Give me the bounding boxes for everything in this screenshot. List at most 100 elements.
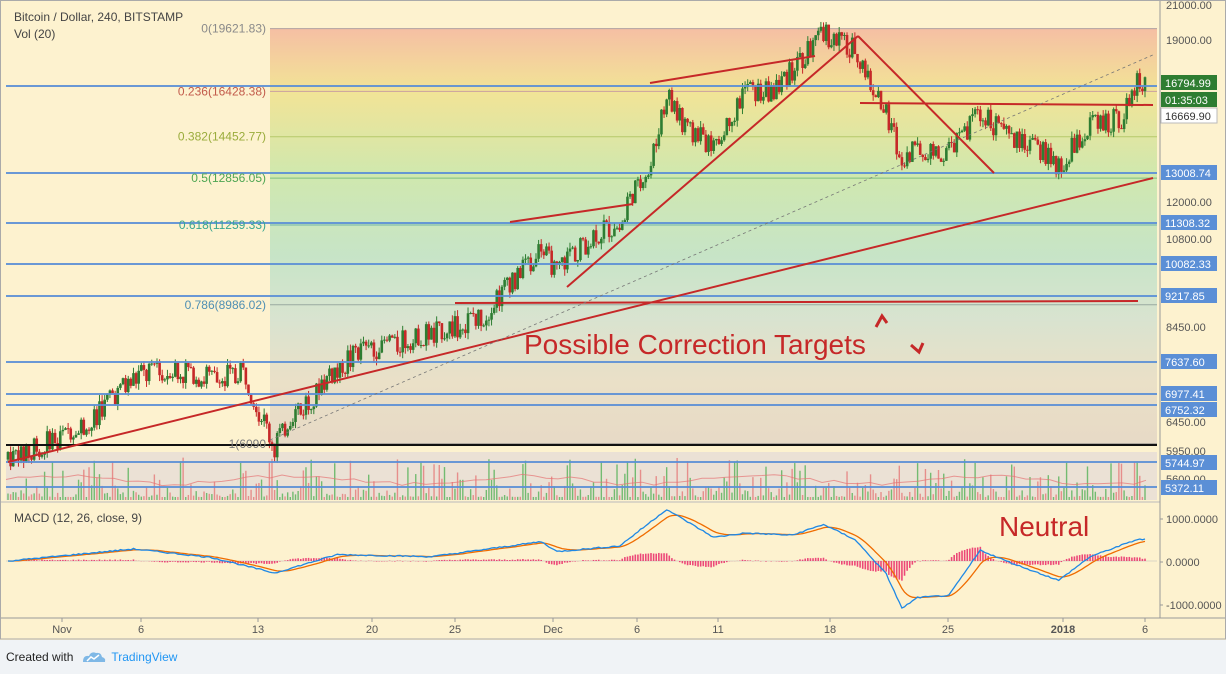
candle-body bbox=[482, 325, 486, 327]
candle-body bbox=[571, 247, 574, 249]
candle-body bbox=[228, 364, 232, 369]
candle-body bbox=[401, 330, 404, 353]
tradingview-brand-link[interactable]: TradingView bbox=[111, 650, 178, 664]
candle-body bbox=[600, 238, 603, 244]
candle-body bbox=[163, 379, 167, 381]
candle-body bbox=[508, 277, 512, 293]
candle-body bbox=[1086, 135, 1089, 140]
price-tick-label: 21000.00 bbox=[1166, 0, 1212, 12]
candle-body bbox=[385, 339, 389, 341]
candle-body bbox=[555, 261, 559, 265]
candle-body bbox=[124, 378, 127, 393]
candle-body bbox=[856, 53, 859, 63]
candle-body bbox=[683, 118, 687, 133]
candle-body bbox=[547, 246, 551, 251]
candle-body bbox=[942, 160, 946, 162]
volume-indicator-label: Vol (20) bbox=[14, 27, 55, 41]
candle-body bbox=[419, 345, 423, 347]
candle-body bbox=[440, 323, 444, 340]
candle-body bbox=[814, 35, 817, 41]
candle-body bbox=[1135, 73, 1139, 96]
candle-body bbox=[532, 266, 535, 272]
candle-body bbox=[691, 122, 695, 143]
candle-body bbox=[503, 279, 506, 287]
candle-body bbox=[735, 98, 739, 121]
candle-body bbox=[581, 238, 585, 240]
candle-body bbox=[317, 383, 321, 395]
candle-body bbox=[200, 381, 203, 387]
candle-body bbox=[524, 258, 527, 260]
candle-body bbox=[103, 399, 107, 417]
price-label: 5372.11 bbox=[1165, 483, 1204, 495]
candle-body bbox=[594, 230, 598, 242]
candle-body bbox=[673, 101, 676, 112]
candle-body bbox=[911, 141, 914, 162]
candle-body bbox=[644, 176, 648, 183]
candle-body bbox=[192, 367, 195, 384]
candle-body bbox=[741, 88, 744, 109]
candle-body bbox=[631, 193, 634, 204]
candle-body bbox=[733, 120, 736, 122]
candle-body bbox=[362, 341, 365, 344]
price-label: 01:35:03 bbox=[1165, 95, 1208, 107]
candle-body bbox=[490, 313, 493, 320]
candle-body bbox=[461, 329, 465, 331]
candle-body bbox=[516, 267, 519, 290]
candle-body bbox=[1094, 114, 1097, 116]
candle-body bbox=[443, 338, 446, 340]
candle-body bbox=[607, 222, 611, 237]
candle-body bbox=[296, 403, 300, 410]
candle-body bbox=[247, 384, 250, 395]
price-label-box bbox=[1161, 92, 1217, 107]
candle-body bbox=[288, 425, 292, 430]
fib-level-label: 0.382(14452.77) bbox=[178, 130, 266, 144]
candle-body bbox=[615, 227, 619, 229]
volume-ma-line bbox=[5, 473, 1147, 487]
candle-body bbox=[241, 362, 245, 368]
candle-body bbox=[641, 182, 645, 189]
candle-body bbox=[160, 375, 164, 381]
candle-body bbox=[879, 90, 883, 110]
candle-body bbox=[283, 423, 287, 436]
candle-body bbox=[166, 375, 169, 380]
candle-body bbox=[793, 70, 797, 81]
candle-body bbox=[751, 82, 755, 87]
tradingview-logo-icon[interactable] bbox=[81, 649, 107, 665]
candle-body bbox=[354, 345, 357, 348]
candle-body bbox=[487, 319, 491, 321]
candle-body bbox=[918, 143, 922, 155]
candle-body bbox=[840, 32, 844, 36]
candle-body bbox=[74, 434, 78, 438]
candle-body bbox=[343, 372, 347, 374]
candle-body bbox=[338, 362, 342, 378]
candle-body bbox=[584, 239, 587, 255]
candle-body bbox=[142, 365, 146, 370]
candle-body bbox=[32, 438, 36, 460]
candle-body bbox=[1075, 134, 1079, 153]
candle-body bbox=[610, 236, 614, 238]
candle-body bbox=[435, 321, 438, 343]
candle-body bbox=[291, 422, 295, 426]
candle-body bbox=[913, 141, 917, 145]
candle-body bbox=[1125, 97, 1129, 120]
candle-body bbox=[479, 309, 483, 326]
candle-body bbox=[492, 307, 496, 314]
candle-body bbox=[364, 341, 368, 346]
candle-body bbox=[521, 259, 525, 278]
chart-canvas[interactable]: 0(19621.83) 0.236(16428.38) 0.382(14452.77… bbox=[0, 0, 1226, 640]
candle-body bbox=[1044, 142, 1047, 164]
candle-body bbox=[349, 350, 352, 368]
price-label-box bbox=[1161, 165, 1217, 180]
candle-body bbox=[184, 362, 188, 383]
candle-body bbox=[315, 383, 318, 407]
candle-body bbox=[955, 133, 959, 153]
time-tick-label: Nov bbox=[52, 624, 72, 636]
candle-body bbox=[106, 393, 109, 400]
candle-body bbox=[453, 316, 457, 337]
candle-body bbox=[1023, 134, 1027, 150]
candle-body bbox=[754, 86, 757, 102]
candle-body bbox=[87, 429, 91, 431]
candle-body bbox=[939, 158, 943, 162]
fib-level-label: 0.236(16428.38) bbox=[178, 84, 266, 98]
